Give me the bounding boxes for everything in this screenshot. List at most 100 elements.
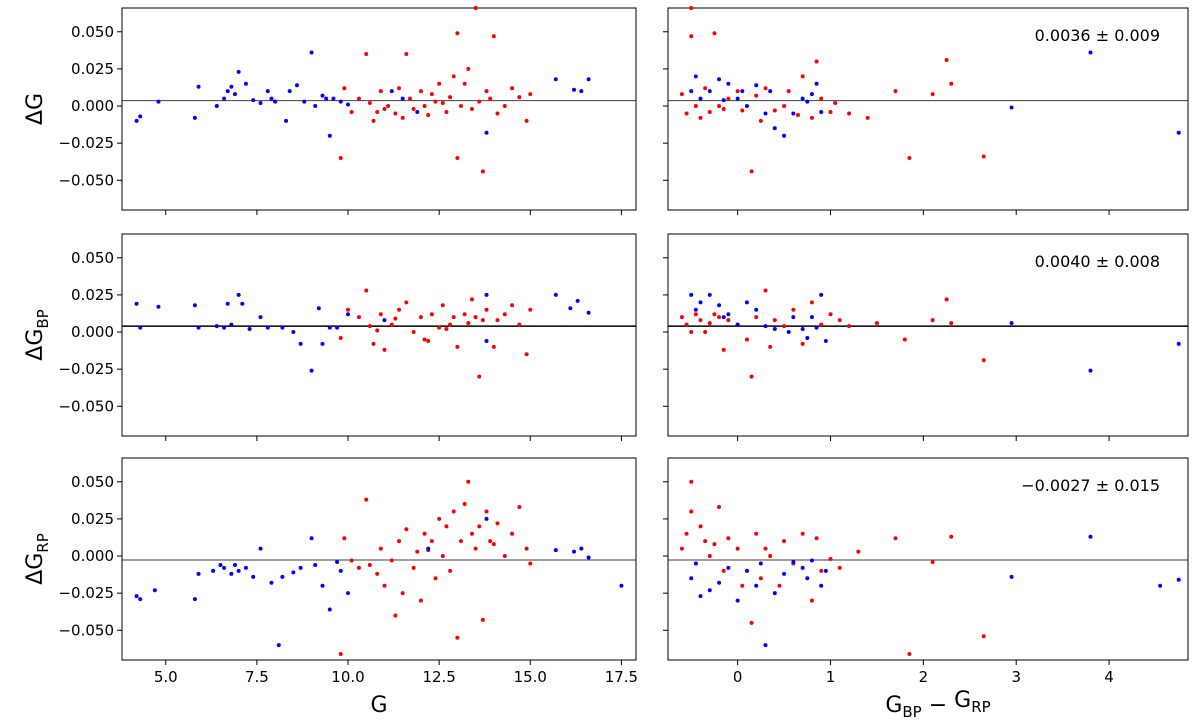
data-point-blue bbox=[726, 81, 731, 86]
data-point-blue bbox=[579, 89, 584, 94]
data-point-red bbox=[462, 502, 467, 507]
data-point-red bbox=[444, 109, 449, 114]
x-tick-label: 4 bbox=[1104, 668, 1114, 686]
data-point-red bbox=[455, 344, 460, 349]
data-point-blue bbox=[791, 315, 796, 320]
data-point-red bbox=[407, 96, 412, 101]
data-point-red bbox=[448, 322, 453, 327]
data-point-red bbox=[524, 546, 529, 551]
data-point-red bbox=[907, 652, 912, 657]
data-point-red bbox=[754, 531, 759, 536]
data-point-red bbox=[707, 554, 712, 559]
data-point-red bbox=[949, 321, 954, 326]
data-point-red bbox=[473, 315, 478, 320]
data-point-blue bbox=[735, 96, 740, 101]
data-point-blue bbox=[1088, 368, 1093, 373]
data-point-red bbox=[763, 288, 768, 293]
data-point-red bbox=[338, 156, 343, 161]
data-point-red bbox=[349, 109, 354, 114]
data-point-blue bbox=[575, 298, 580, 303]
data-point-red bbox=[346, 307, 351, 312]
data-point-red bbox=[367, 101, 372, 106]
data-point-blue bbox=[291, 570, 296, 575]
data-point-red bbox=[712, 31, 717, 36]
data-point-red bbox=[400, 115, 405, 120]
data-point-blue bbox=[782, 133, 787, 138]
data-point-red bbox=[502, 312, 507, 317]
data-point-blue bbox=[809, 315, 814, 320]
data-point-red bbox=[800, 531, 805, 536]
data-point-blue bbox=[280, 574, 285, 579]
data-point-red bbox=[393, 111, 398, 116]
data-point-blue bbox=[717, 580, 722, 585]
data-point-red bbox=[698, 318, 703, 323]
data-point-red bbox=[698, 524, 703, 529]
data-point-red bbox=[689, 34, 694, 39]
data-point-blue bbox=[382, 318, 387, 323]
data-point-blue bbox=[309, 50, 314, 55]
data-point-red bbox=[717, 104, 722, 109]
data-point-red bbox=[382, 583, 387, 588]
data-point-red bbox=[907, 156, 912, 161]
data-point-blue bbox=[134, 594, 139, 599]
data-point-red bbox=[378, 89, 383, 94]
data-point-red bbox=[356, 96, 361, 101]
data-point-red bbox=[418, 89, 423, 94]
data-point-red bbox=[364, 52, 369, 57]
data-point-red bbox=[469, 107, 474, 111]
data-point-blue bbox=[619, 583, 624, 588]
data-point-red bbox=[796, 112, 800, 117]
data-point-red bbox=[763, 546, 768, 551]
data-point-red bbox=[491, 542, 496, 547]
data-point-blue bbox=[400, 96, 405, 101]
data-point-blue bbox=[786, 330, 791, 335]
data-point-red bbox=[473, 546, 478, 551]
data-point-blue bbox=[763, 111, 768, 116]
data-point-red bbox=[400, 591, 405, 596]
data-point-red bbox=[944, 297, 949, 302]
stat-annotation: 0.0040 ± 0.008 bbox=[1035, 252, 1160, 271]
data-point-red bbox=[480, 318, 485, 323]
data-point-blue bbox=[320, 583, 325, 588]
data-point-blue bbox=[258, 101, 263, 106]
data-point-red bbox=[528, 561, 533, 566]
data-point-red bbox=[744, 337, 749, 342]
data-point-red bbox=[422, 337, 427, 342]
data-point-red bbox=[837, 565, 842, 570]
data-point-blue bbox=[805, 576, 810, 581]
data-point-red bbox=[466, 321, 471, 326]
data-point-blue bbox=[316, 306, 321, 311]
data-point-red bbox=[480, 169, 485, 174]
data-point-blue bbox=[229, 84, 234, 89]
data-point-blue bbox=[327, 607, 332, 612]
data-point-red bbox=[502, 554, 507, 559]
data-point-blue bbox=[138, 114, 143, 119]
y-tick-label: −0.025 bbox=[58, 584, 114, 602]
data-point-red bbox=[429, 312, 434, 317]
data-point-blue bbox=[243, 565, 248, 570]
data-point-red bbox=[865, 115, 870, 120]
data-point-red bbox=[847, 111, 852, 116]
data-point-blue bbox=[273, 99, 278, 104]
data-point-blue bbox=[320, 341, 325, 346]
data-point-red bbox=[451, 315, 456, 320]
data-point-blue bbox=[138, 597, 143, 602]
y-tick-label: −0.025 bbox=[58, 360, 114, 378]
data-point-blue bbox=[819, 109, 824, 114]
data-point-red bbox=[433, 576, 438, 581]
y-axis-label: ΔG bbox=[23, 93, 48, 125]
data-point-blue bbox=[693, 307, 698, 312]
data-point-red bbox=[440, 303, 445, 308]
data-point-blue bbox=[222, 325, 227, 330]
data-point-red bbox=[440, 554, 445, 559]
data-point-red bbox=[469, 297, 474, 302]
data-point-red bbox=[488, 96, 493, 101]
data-point-red bbox=[510, 303, 515, 308]
panel-r2-right: 0.0040 ± 0.008 bbox=[663, 233, 1189, 441]
data-point-red bbox=[712, 312, 717, 317]
y-tick-label: 0.050 bbox=[71, 473, 114, 491]
x-tick-label: 2 bbox=[919, 668, 929, 686]
data-point-red bbox=[517, 505, 522, 510]
y-tick-label: −0.050 bbox=[58, 397, 114, 415]
data-point-blue bbox=[1009, 574, 1014, 579]
